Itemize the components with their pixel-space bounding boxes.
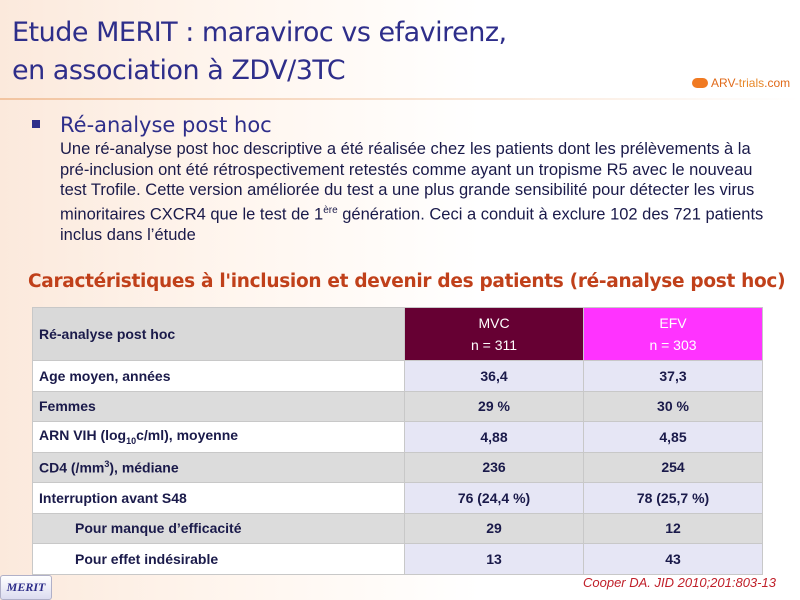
header-label: Ré-analyse post hoc: [32, 307, 405, 361]
logo-text: ARV-: [711, 76, 739, 90]
title-line-1: Etude MERIT : maraviroc vs efavirenz,: [12, 17, 507, 48]
efv-value: 37,3: [583, 360, 763, 392]
mvc-value: 29: [404, 512, 584, 544]
table-caption: Caractéristiques à l'inclusion et deveni…: [28, 271, 786, 292]
table-row: Interruption avant S48 76 (24,4 %) 78 (25,…: [32, 482, 763, 514]
row-label: Age moyen, années: [32, 360, 405, 392]
table-row: Femmes 29 % 30 %: [32, 390, 763, 422]
mvc-value: 13: [404, 543, 584, 575]
divider: [0, 98, 800, 100]
table-header-row: Ré-analyse post hoc MVC n = 311 EFV n = 30…: [32, 307, 763, 361]
mvc-value: 236: [404, 451, 584, 483]
title-line-2: en association à ZDV/3TC: [12, 55, 346, 86]
table-row: ARN VIH (log10c/ml), moyenne 4,88 4,85: [32, 421, 763, 453]
row-label: CD4 (/mm3), médiane: [32, 451, 405, 483]
characteristics-table: Ré-analyse post hoc MVC n = 311 EFV n = 30…: [32, 307, 763, 575]
row-label: Pour manque d’efficacité: [32, 512, 405, 544]
row-label: Interruption avant S48: [32, 482, 405, 514]
mvc-value: 76 (24,4 %): [404, 482, 584, 514]
logo-text: trials: [738, 76, 765, 90]
logo-text: .com: [764, 76, 791, 90]
section-paragraph: Une ré-analyse post hoc descriptive a ét…: [60, 140, 764, 244]
efv-value: 4,85: [583, 421, 763, 453]
merit-badge[interactable]: MERIT: [0, 575, 52, 600]
table-row: CD4 (/mm3), médiane 236 254: [32, 451, 763, 483]
bullet-icon: [32, 120, 40, 128]
header-mvc: MVC n = 311: [404, 307, 584, 361]
mvc-value: 29 %: [404, 390, 584, 422]
efv-value: 12: [583, 512, 763, 544]
slide-title: Etude MERIT : maraviroc vs efavirenz, en…: [12, 14, 507, 90]
reference: Cooper DA. JID 2010;201:803-13: [583, 575, 776, 590]
row-label: Femmes: [32, 390, 405, 422]
pill-icon: [692, 78, 708, 88]
table-row: Pour effet indésirable 13 43: [32, 543, 763, 575]
arv-trials-logo: ARV-trials .com: [692, 76, 790, 90]
mvc-value: 36,4: [404, 360, 584, 392]
header-efv: EFV n = 303: [583, 307, 763, 361]
section-heading: Ré-analyse post hoc: [60, 113, 272, 137]
efv-value: 43: [583, 543, 763, 575]
table-row: Pour manque d’efficacité 29 12: [32, 512, 763, 544]
row-label: ARN VIH (log10c/ml), moyenne: [32, 421, 405, 453]
efv-value: 30 %: [583, 390, 763, 422]
efv-value: 78 (25,7 %): [583, 482, 763, 514]
row-label: Pour effet indésirable: [32, 543, 405, 575]
efv-value: 254: [583, 451, 763, 483]
table-row: Age moyen, années 36,4 37,3: [32, 360, 763, 392]
mvc-value: 4,88: [404, 421, 584, 453]
